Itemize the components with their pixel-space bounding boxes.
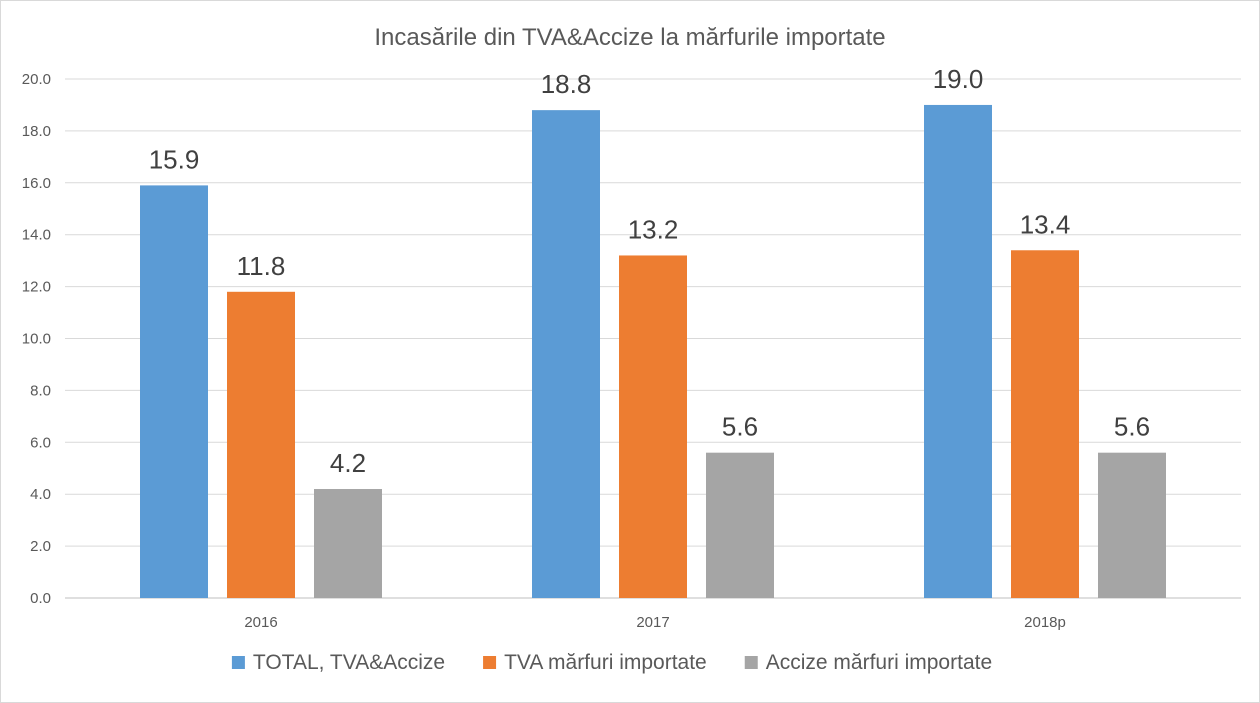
x-axis: 2016 2017 2018p	[244, 614, 1066, 631]
chart-title: Incasările din TVA&Accize la mărfurile i…	[374, 24, 885, 51]
bar-2018p-1	[924, 104, 992, 598]
legend: TOTAL, TVA&Accize TVA mărfuri importate Ac…	[231, 651, 992, 674]
data-label: 18.8	[541, 69, 592, 99]
y-tick-label: 2.0	[30, 538, 51, 555]
y-tick-label: 12.0	[22, 279, 51, 296]
x-tick-label: 2018p	[1024, 614, 1066, 631]
bar-2018p-2	[1011, 250, 1079, 598]
legend-swatch	[231, 656, 245, 669]
bar-2017-2	[619, 255, 687, 598]
bar-2017-1	[532, 110, 600, 598]
legend-swatch	[483, 656, 497, 669]
x-tick-label: 2016	[244, 614, 277, 631]
y-tick-label: 20.0	[22, 71, 51, 88]
legend-label: Accize mărfuri importate	[766, 651, 992, 674]
data-label: 4.2	[330, 448, 366, 478]
y-tick-label: 0.0	[30, 590, 51, 607]
data-label: 5.6	[722, 412, 758, 442]
bar-2016-2	[227, 291, 295, 598]
y-tick-label: 4.0	[30, 486, 51, 503]
legend-label: TOTAL, TVA&Accize	[253, 651, 445, 674]
bar-2017-3	[706, 452, 774, 598]
y-tick-label: 18.0	[22, 123, 51, 140]
data-label: 13.4	[1020, 209, 1071, 239]
bar-2016-1	[140, 185, 208, 598]
x-tick-label: 2017	[636, 614, 669, 631]
y-tick-label: 10.0	[22, 331, 51, 348]
data-label: 5.6	[1114, 412, 1150, 442]
y-axis: 0.0 2.0 4.0 6.0 8.0 10.0 12.0 14.0 16.0 18.0 20.0	[22, 71, 51, 607]
data-label: 11.8	[237, 251, 286, 281]
data-label: 19.0	[933, 64, 984, 94]
y-tick-label: 6.0	[30, 434, 51, 451]
y-tick-label: 8.0	[30, 382, 51, 399]
bar-2016-3	[314, 489, 382, 598]
data-labels: 15.9 11.8 4.2 18.8 13.2 5.6 19.0 13.4 5.6	[149, 64, 1150, 478]
y-tick-label: 14.0	[22, 227, 51, 244]
data-label: 13.2	[628, 214, 679, 244]
legend-label: TVA mărfuri importate	[504, 651, 707, 674]
bar-2018p-3	[1098, 452, 1166, 598]
bars	[140, 104, 1166, 598]
data-label: 15.9	[149, 144, 200, 174]
y-tick-label: 16.0	[22, 175, 51, 192]
legend-swatch	[744, 656, 758, 669]
